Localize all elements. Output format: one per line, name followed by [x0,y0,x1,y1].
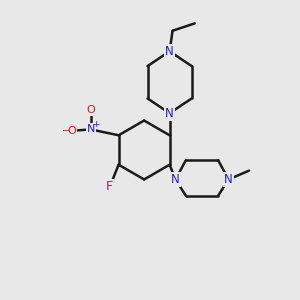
Text: O: O [67,126,76,136]
Text: −: − [62,126,70,136]
Text: N: N [224,173,233,186]
Text: F: F [106,180,113,193]
Text: N: N [86,124,95,134]
Text: N: N [171,173,180,186]
Text: +: + [92,120,99,129]
Text: N: N [165,107,174,120]
Text: O: O [86,105,95,115]
Text: N: N [165,45,174,58]
